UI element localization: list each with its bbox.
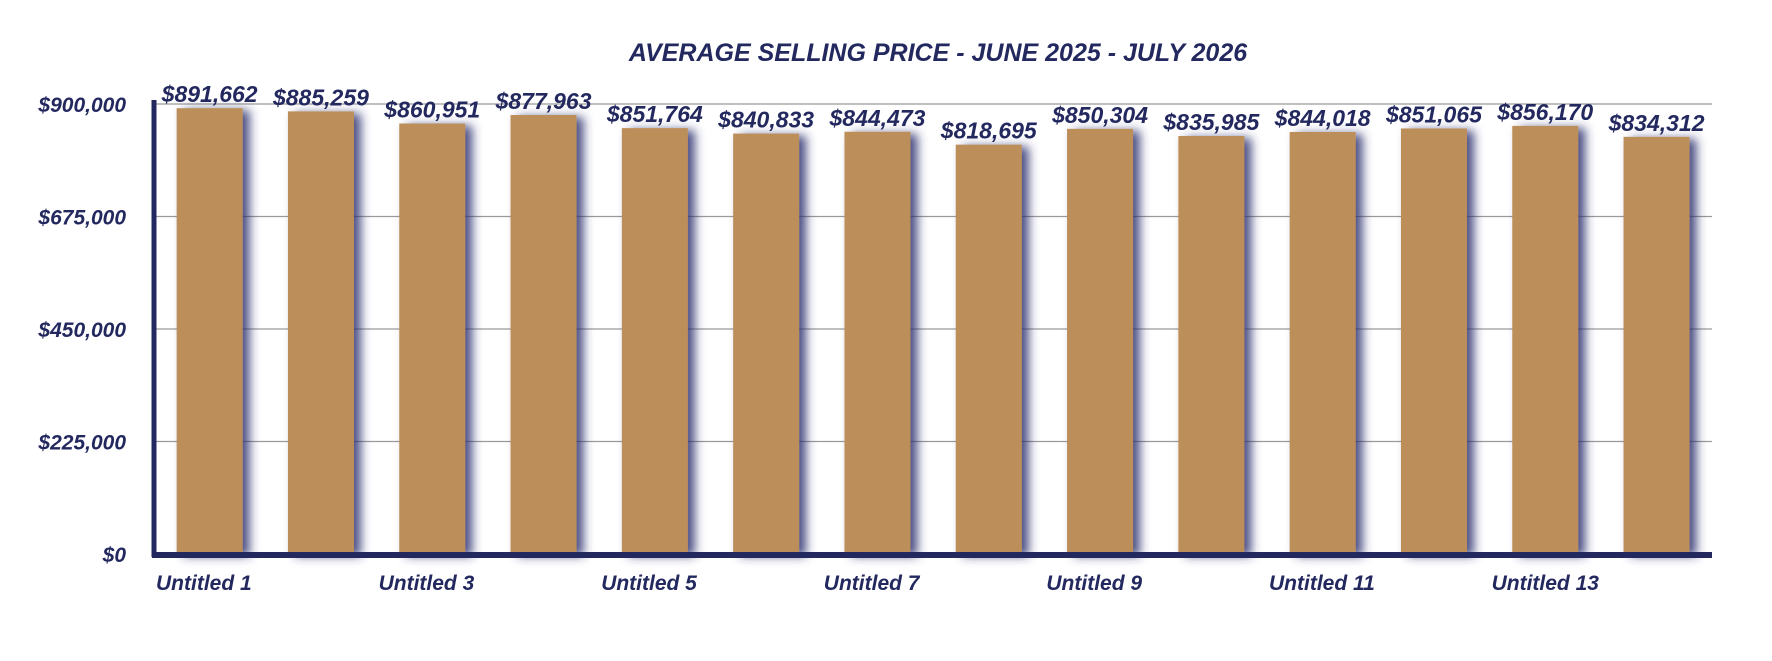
data-label: $834,312 <box>1608 110 1705 136</box>
y-tick-label: $225,000 <box>37 432 126 455</box>
bar <box>1067 128 1134 554</box>
data-label: $860,951 <box>383 97 480 123</box>
bar <box>287 111 354 555</box>
bar <box>1178 136 1245 554</box>
x-tick-label: Untitled 7 <box>824 572 921 595</box>
data-label: $840,833 <box>717 107 814 133</box>
y-tick-label: $450,000 <box>37 319 126 342</box>
data-label: $844,473 <box>828 105 925 131</box>
bar <box>1289 131 1356 554</box>
data-label: $856,170 <box>1496 99 1593 125</box>
x-tick-label: Untitled 13 <box>1492 572 1600 595</box>
axes <box>151 100 1712 558</box>
x-tick-label: Untitled 11 <box>1269 572 1375 595</box>
y-tick-label: $675,000 <box>37 207 126 230</box>
y-tick-label: $900,000 <box>37 94 126 117</box>
x-tick-label: Untitled 5 <box>601 572 697 595</box>
bar <box>1623 136 1690 554</box>
bar <box>1400 128 1467 554</box>
x-tick-label: Untitled 9 <box>1046 572 1142 595</box>
data-label: $877,963 <box>495 88 592 114</box>
gridlines <box>154 103 1712 443</box>
data-label: $891,662 <box>161 81 258 107</box>
x-tick-label: Untitled 3 <box>379 572 475 595</box>
bar <box>399 123 466 554</box>
data-label: $851,065 <box>1385 101 1483 127</box>
data-label: $851,764 <box>606 101 703 127</box>
bar <box>621 128 688 555</box>
bars <box>176 108 1690 555</box>
data-label: $885,259 <box>272 84 369 110</box>
y-tick-label: $0 <box>102 544 127 567</box>
tick-labels: $0 $225,000 $450,000 $675,000 $900,000 Untitl… <box>37 94 1599 595</box>
x-tick-label: Untitled 1 <box>156 572 252 595</box>
data-label: $850,304 <box>1051 102 1148 128</box>
bar <box>510 115 577 555</box>
data-label: $844,018 <box>1274 105 1371 131</box>
bar <box>733 133 800 554</box>
data-labels: $891,662 $885,259 $860,951 $877,963 $851,764… <box>161 81 1705 143</box>
chart-title: AVERAGE SELLING PRICE - JUNE 2025 - JULY… <box>628 39 1248 67</box>
bar <box>844 131 911 555</box>
bar <box>955 144 1022 554</box>
bar <box>176 108 243 554</box>
bar <box>1512 125 1579 554</box>
data-label: $835,985 <box>1162 109 1260 135</box>
data-label: $818,695 <box>940 118 1038 144</box>
